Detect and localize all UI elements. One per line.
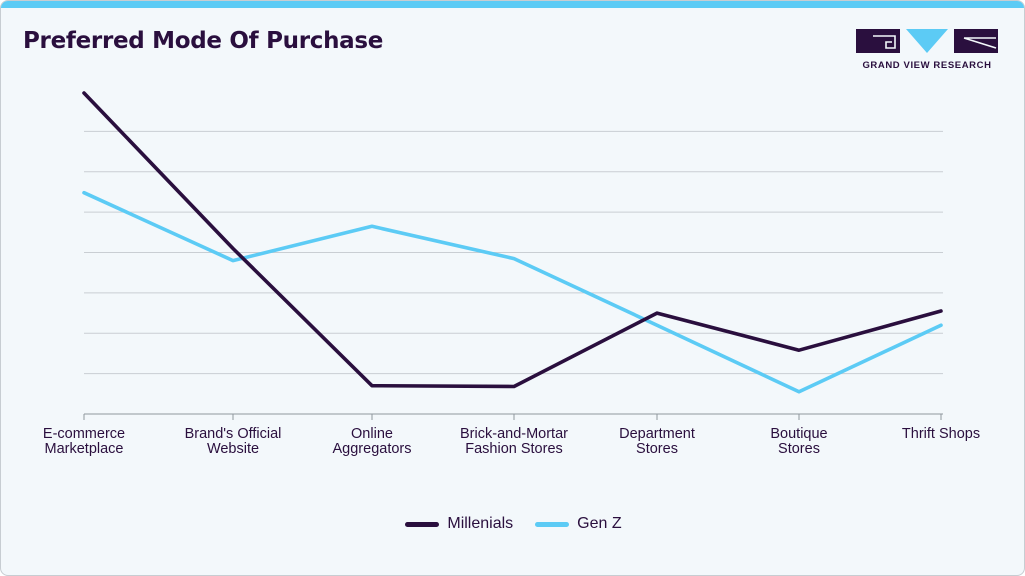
x-tick-label: Boutique xyxy=(770,426,827,442)
legend-label: Millenials xyxy=(447,515,514,532)
x-tick-label: Website xyxy=(207,441,259,457)
x-tick-label: Department xyxy=(619,426,695,442)
x-tick-label: Fashion Stores xyxy=(465,441,563,457)
series-line-gen-z xyxy=(82,190,943,394)
x-tick-label: Brick-and-Mortar xyxy=(460,426,568,442)
x-tick-label: E-commerce xyxy=(43,426,125,442)
chart-legend: Millenials Gen Z xyxy=(1,515,1024,533)
x-tick-label: Stores xyxy=(778,441,820,457)
x-tick-label: Aggregators xyxy=(333,441,412,457)
gvr-logo-icon xyxy=(856,29,998,53)
x-tick-label: Thrift Shops xyxy=(902,426,980,442)
legend-swatch xyxy=(405,521,440,527)
x-tick-label: Online xyxy=(351,426,393,442)
x-tick-label: Brand's Official xyxy=(185,426,282,442)
legend-item: Gen Z xyxy=(535,515,622,533)
x-tick-label: Marketplace xyxy=(45,441,124,457)
x-tick-label: Stores xyxy=(636,441,678,457)
series-line-millenials xyxy=(82,91,943,389)
legend-item: Millenials xyxy=(405,515,513,533)
top-accent-bar xyxy=(1,1,1024,8)
logo-text: GRAND VIEW RESEARCH xyxy=(862,60,992,71)
legend-label: Gen Z xyxy=(577,515,622,532)
grand-view-research-logo: GRAND VIEW RESEARCH xyxy=(856,29,998,73)
chart-title: Preferred Mode Of Purchase xyxy=(23,28,384,54)
legend-swatch xyxy=(535,521,570,527)
